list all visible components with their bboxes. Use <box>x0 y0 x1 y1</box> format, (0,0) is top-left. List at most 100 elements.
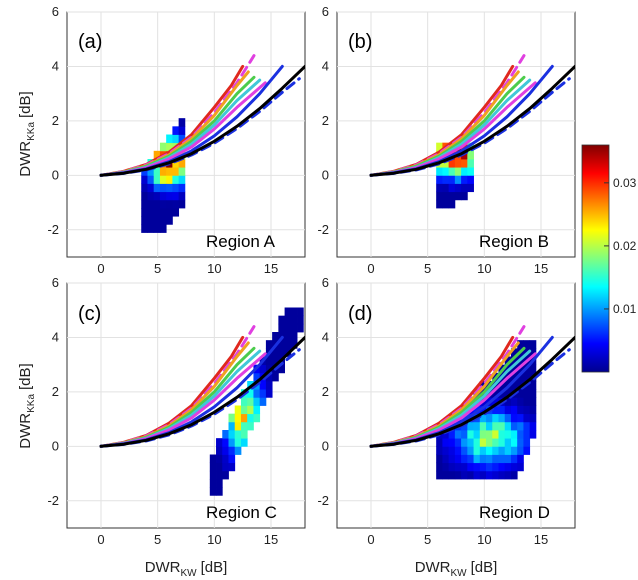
heatmap-cell <box>473 421 481 431</box>
y-tick-label: 4 <box>52 58 59 73</box>
heatmap-cell <box>228 430 236 439</box>
heatmap-cell <box>523 421 531 431</box>
heatmap-cell <box>141 191 148 201</box>
heatmap-cell <box>492 405 499 415</box>
heatmap-cell <box>166 208 173 217</box>
heatmap-cell <box>240 413 248 423</box>
panel-a-frame <box>66 11 306 258</box>
heatmap-cell <box>228 446 236 455</box>
heatmap-cell <box>461 446 468 455</box>
heatmap-cell <box>222 446 229 455</box>
colorbar-tick-label: 0.03 <box>613 176 637 190</box>
heatmap-cell <box>166 199 173 209</box>
heatmap-cell <box>278 323 285 333</box>
y-tick-label: 6 <box>322 4 329 19</box>
heatmap-cell <box>234 421 242 431</box>
heatmap-cell <box>178 183 186 193</box>
heatmap-cell <box>473 470 481 480</box>
heatmap-cell <box>473 462 481 472</box>
heatmap-cell <box>529 340 537 349</box>
heatmap-cell <box>436 462 443 472</box>
heatmap-cell <box>454 175 462 184</box>
heatmap-cell <box>448 454 456 464</box>
heatmap-cell <box>517 397 524 406</box>
heatmap-cell <box>284 323 292 333</box>
heatmap-cell <box>510 381 518 390</box>
panel-b-frame <box>336 11 576 258</box>
heatmap-cell <box>247 389 254 398</box>
y-tick-label: 4 <box>322 329 329 344</box>
x-tick-label: 5 <box>154 532 161 547</box>
heatmap-cell <box>253 389 261 398</box>
heatmap-cell <box>492 438 499 447</box>
heatmap-cell <box>467 150 474 160</box>
heatmap-cell <box>492 413 499 423</box>
y-tick-label: 6 <box>52 275 59 290</box>
heatmap-cell <box>259 364 267 374</box>
heatmap-cell <box>153 183 161 193</box>
heatmap-cell <box>147 224 155 233</box>
x-axis-label-right: DWRKW [dB] <box>415 559 498 579</box>
y-tick-label: 0 <box>322 167 329 182</box>
heatmap-cell <box>436 142 443 152</box>
heatmap-cell <box>442 454 450 464</box>
heatmap-cell <box>159 191 167 201</box>
heatmap-cell <box>265 364 273 374</box>
heatmap-cell <box>504 438 512 447</box>
heatmap-cell <box>504 421 512 431</box>
heatmap-cell <box>492 470 499 480</box>
panel-c-region-label: Region C <box>206 503 277 522</box>
heatmap-cell <box>523 372 531 382</box>
heatmap-cell <box>442 470 450 480</box>
heatmap-cell <box>240 397 248 406</box>
model-curve <box>369 325 526 448</box>
heatmap-cell <box>228 462 236 472</box>
heatmap-cell <box>209 462 217 472</box>
heatmap-cell <box>517 413 524 423</box>
heatmap-cell <box>467 167 474 176</box>
heatmap-cell <box>166 134 173 144</box>
heatmap-cell <box>159 167 167 176</box>
heatmap-cell <box>178 126 186 135</box>
heatmap-cell <box>517 340 524 349</box>
heatmap-cell <box>504 389 512 398</box>
y-tick-label: 2 <box>52 113 59 128</box>
heatmap-cell <box>172 134 180 144</box>
heatmap-cell <box>529 430 537 439</box>
heatmap-cell <box>216 446 223 455</box>
heatmap-cell <box>498 462 506 472</box>
heatmap-cell <box>504 462 512 472</box>
y-tick-label: -2 <box>317 493 329 508</box>
heatmap-cell <box>234 413 242 423</box>
heatmap-cell <box>442 183 450 193</box>
heatmap-cell <box>253 372 261 382</box>
heatmap-cell <box>486 430 493 439</box>
heatmap-cell <box>284 332 292 341</box>
panel-d-ticks: 0 5 10 15 -2 0 2 4 6 <box>317 275 548 547</box>
heatmap-cell <box>265 372 273 382</box>
x-tick-label: 10 <box>477 532 491 547</box>
heatmap-cell <box>247 405 254 415</box>
heatmap-cell <box>253 405 261 415</box>
heatmap-cell <box>278 348 285 357</box>
heatmap-cell <box>517 372 524 382</box>
heatmap-cell <box>147 216 155 225</box>
heatmap-cell <box>297 323 304 333</box>
heatmap-cell <box>529 389 537 398</box>
colorbar-tick-label: 0.02 <box>613 239 637 253</box>
heatmap-cell <box>461 462 468 472</box>
heatmap-cell <box>259 397 267 406</box>
panel-a-region-label: Region A <box>206 232 276 251</box>
model-curve <box>99 54 256 177</box>
heatmap-cell <box>272 332 279 341</box>
heatmap-cell <box>510 356 518 366</box>
heatmap-cell <box>510 421 518 431</box>
heatmap-cell <box>178 134 186 144</box>
panel-c-frame <box>66 282 306 529</box>
panel-d-region-label: Region D <box>479 503 550 522</box>
heatmap-cell <box>461 438 468 447</box>
heatmap-cell <box>436 470 443 480</box>
heatmap-cell <box>228 454 236 464</box>
heatmap-cell <box>461 142 468 152</box>
heatmap-cell <box>442 462 450 472</box>
